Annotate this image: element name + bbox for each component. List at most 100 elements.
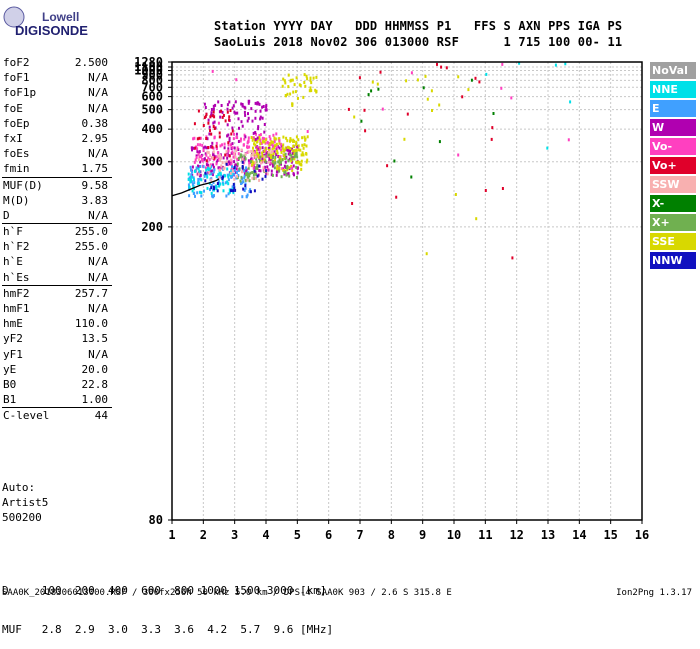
echo-point-w — [231, 106, 234, 110]
echo-point-nnw — [265, 169, 268, 173]
echo-point-ssw — [262, 166, 265, 170]
echo-point-e — [187, 183, 190, 187]
x-tick-label: 14 — [572, 528, 586, 542]
echo-point-nne — [200, 178, 203, 182]
echo-point-w — [208, 125, 211, 129]
param-value: N/A — [88, 255, 108, 269]
echo-point-w — [261, 116, 264, 120]
echo-point-w — [212, 163, 214, 167]
echo-point-sse — [252, 161, 255, 165]
echo-point-sse — [309, 79, 312, 82]
echo-point-ssw — [219, 168, 221, 172]
echo-point-nne — [219, 170, 222, 174]
echo-point-ssw — [206, 150, 209, 154]
echo-point-e — [205, 173, 208, 177]
echo-point-e — [244, 182, 247, 186]
echo-point-ssw — [241, 170, 243, 174]
echo-point-nnw — [225, 162, 228, 166]
echo-point-w — [254, 116, 257, 120]
echo-point-w — [251, 119, 254, 123]
echo-point-e — [226, 173, 229, 177]
echo-point-w — [228, 136, 231, 140]
x-tick-label: 2 — [200, 528, 207, 542]
echo-point-sse — [261, 140, 264, 144]
echo-point-sse — [277, 137, 280, 141]
echo-point-nne — [200, 191, 203, 195]
echo-point-sse — [302, 95, 305, 99]
echo-point-sse — [425, 252, 428, 256]
echo-point-e — [229, 174, 232, 178]
echo-point-sse — [295, 148, 298, 152]
echo-point-w — [191, 148, 193, 152]
y-tick-label: 800 — [141, 73, 163, 87]
echo-point-vo- — [205, 135, 208, 139]
echo-point-sse — [291, 78, 294, 82]
echo-point-w — [204, 145, 207, 149]
echo-point-vo- — [212, 146, 215, 150]
echo-point-w — [214, 103, 217, 107]
echo-point-sse — [304, 84, 307, 88]
echo-point-sse — [282, 153, 285, 157]
echo-point-e — [212, 170, 215, 174]
echo-point-x- — [277, 160, 280, 164]
echo-point-vo- — [196, 143, 199, 147]
echo-point-e — [237, 174, 240, 177]
echo-point-ssw — [260, 161, 262, 165]
param-name: hmF2 — [3, 286, 30, 300]
echo-point-e — [225, 194, 228, 198]
echo-point-e — [231, 185, 234, 189]
echo-point-vo- — [358, 76, 361, 80]
echo-point-x- — [236, 162, 239, 166]
echo-point-sse — [290, 164, 293, 168]
echo-point-vo- — [248, 161, 251, 165]
echo-point-w — [231, 142, 234, 146]
echo-point-sse — [269, 141, 272, 145]
echo-point-w — [227, 133, 230, 137]
echo-point-w — [203, 102, 206, 106]
echo-point-nne — [215, 175, 218, 179]
echo-point-nne — [187, 177, 190, 181]
echo-point-sse — [302, 153, 305, 157]
echo-point-sse — [282, 135, 285, 139]
echo-point-w — [212, 107, 215, 111]
echo-point-e — [249, 188, 252, 192]
echo-point-e — [190, 168, 192, 172]
echo-point-sse — [251, 163, 253, 167]
echo-point-vo- — [215, 147, 218, 151]
echo-point-w — [280, 144, 283, 148]
echo-point-vo- — [236, 146, 239, 150]
param-value: 9.58 — [81, 178, 109, 192]
echo-point-x- — [287, 159, 290, 163]
echo-point-sse — [280, 150, 283, 154]
echo-point-w — [240, 155, 243, 159]
echo-point-vo- — [198, 155, 201, 159]
echo-point-w — [296, 171, 299, 175]
echo-point-sse — [315, 75, 318, 79]
echo-point-nnw — [264, 174, 267, 178]
echo-point-ssw — [233, 177, 236, 181]
echo-point-w — [234, 100, 237, 104]
echo-point-sse — [252, 146, 254, 150]
echo-point-nne — [228, 188, 231, 192]
x-tick-label: 8 — [388, 528, 395, 542]
param-value: N/A — [88, 302, 108, 315]
echo-point-x- — [264, 154, 267, 158]
echo-point-w — [228, 139, 231, 143]
echo-point-sse — [297, 96, 299, 100]
echo-point-x- — [367, 93, 370, 97]
echo-point-ssw — [251, 176, 254, 180]
echo-point-sse — [265, 147, 268, 150]
param-name: C-level — [3, 409, 50, 423]
echo-point-vo- — [269, 161, 272, 165]
echo-point-sse — [376, 82, 379, 86]
echo-point-w — [268, 157, 271, 161]
echo-point-w — [263, 123, 266, 126]
echo-point-sse — [297, 148, 300, 152]
echo-point-e — [243, 174, 246, 178]
echo-point-vo- — [364, 129, 367, 133]
echo-point-vo- — [232, 137, 235, 141]
param-name: yE — [3, 362, 17, 376]
echo-point-sse — [274, 137, 277, 141]
echo-point-ssw — [268, 160, 270, 164]
echo-point-w — [275, 147, 278, 151]
